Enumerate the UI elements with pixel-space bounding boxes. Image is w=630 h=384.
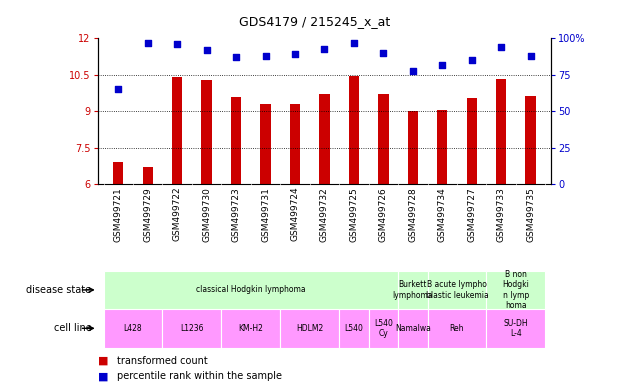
Point — [172, 41, 182, 47]
Point — [525, 53, 536, 59]
Bar — [408, 111, 418, 184]
Text: GSM499727: GSM499727 — [467, 187, 476, 242]
Text: GSM499721: GSM499721 — [114, 187, 123, 242]
Bar — [290, 104, 300, 184]
Point — [260, 53, 270, 59]
Text: ■: ■ — [98, 371, 108, 381]
Bar — [369, 309, 398, 348]
Text: GSM499731: GSM499731 — [261, 187, 270, 242]
Bar — [172, 77, 182, 184]
Text: HDLM2: HDLM2 — [296, 324, 323, 333]
Text: GSM499723: GSM499723 — [232, 187, 241, 242]
Point — [496, 44, 507, 50]
Bar — [163, 309, 221, 348]
Bar — [398, 309, 428, 348]
Bar — [486, 271, 546, 309]
Text: GDS4179 / 215245_x_at: GDS4179 / 215245_x_at — [239, 15, 391, 28]
Point — [319, 46, 329, 52]
Text: GSM499729: GSM499729 — [143, 187, 152, 242]
Text: SU-DH
L-4: SU-DH L-4 — [503, 319, 528, 338]
Bar — [378, 94, 389, 184]
Bar — [319, 94, 329, 184]
Bar — [349, 76, 359, 184]
Text: L540
Cy: L540 Cy — [374, 319, 392, 338]
Point — [202, 47, 212, 53]
Bar — [260, 104, 271, 184]
Text: L428: L428 — [123, 324, 142, 333]
Text: Burkett
lymphoma: Burkett lymphoma — [392, 280, 433, 300]
Point — [231, 54, 241, 60]
Text: disease state: disease state — [26, 285, 91, 295]
Text: L1236: L1236 — [180, 324, 203, 333]
Point — [113, 86, 123, 93]
Text: B non
Hodgki
n lymp
homa: B non Hodgki n lymp homa — [503, 270, 529, 310]
Bar — [221, 309, 280, 348]
Text: Reh: Reh — [450, 324, 464, 333]
Bar — [231, 97, 241, 184]
Text: GSM499732: GSM499732 — [320, 187, 329, 242]
Bar — [113, 162, 123, 184]
Text: cell line: cell line — [54, 323, 91, 333]
Bar — [103, 271, 398, 309]
Point — [349, 40, 359, 46]
Text: GSM499728: GSM499728 — [408, 187, 417, 242]
Point — [379, 50, 389, 56]
Text: transformed count: transformed count — [117, 356, 207, 366]
Text: B acute lympho
blastic leukemia: B acute lympho blastic leukemia — [426, 280, 488, 300]
Point — [437, 61, 447, 68]
Point — [142, 40, 152, 46]
Text: GSM499722: GSM499722 — [173, 187, 181, 242]
Bar — [428, 271, 486, 309]
Text: percentile rank within the sample: percentile rank within the sample — [117, 371, 282, 381]
Text: GSM499730: GSM499730 — [202, 187, 211, 242]
Bar — [437, 110, 447, 184]
Bar — [142, 167, 153, 184]
Text: L540: L540 — [345, 324, 364, 333]
Text: GSM499725: GSM499725 — [350, 187, 358, 242]
Bar — [428, 309, 486, 348]
Bar — [496, 79, 507, 184]
Bar — [398, 271, 428, 309]
Point — [408, 68, 418, 74]
Point — [290, 51, 300, 58]
Bar — [202, 80, 212, 184]
Bar — [525, 96, 536, 184]
Text: GSM499735: GSM499735 — [526, 187, 535, 242]
Text: classical Hodgkin lymphoma: classical Hodgkin lymphoma — [196, 285, 306, 295]
Text: Namalwa: Namalwa — [395, 324, 431, 333]
Text: ■: ■ — [98, 356, 108, 366]
Text: GSM499724: GSM499724 — [290, 187, 299, 242]
Text: KM-H2: KM-H2 — [238, 324, 263, 333]
Bar — [486, 309, 546, 348]
Text: GSM499733: GSM499733 — [496, 187, 506, 242]
Bar — [339, 309, 369, 348]
Bar — [280, 309, 339, 348]
Text: GSM499726: GSM499726 — [379, 187, 388, 242]
Point — [467, 57, 477, 63]
Text: GSM499734: GSM499734 — [438, 187, 447, 242]
Bar — [103, 309, 163, 348]
Bar — [467, 98, 477, 184]
